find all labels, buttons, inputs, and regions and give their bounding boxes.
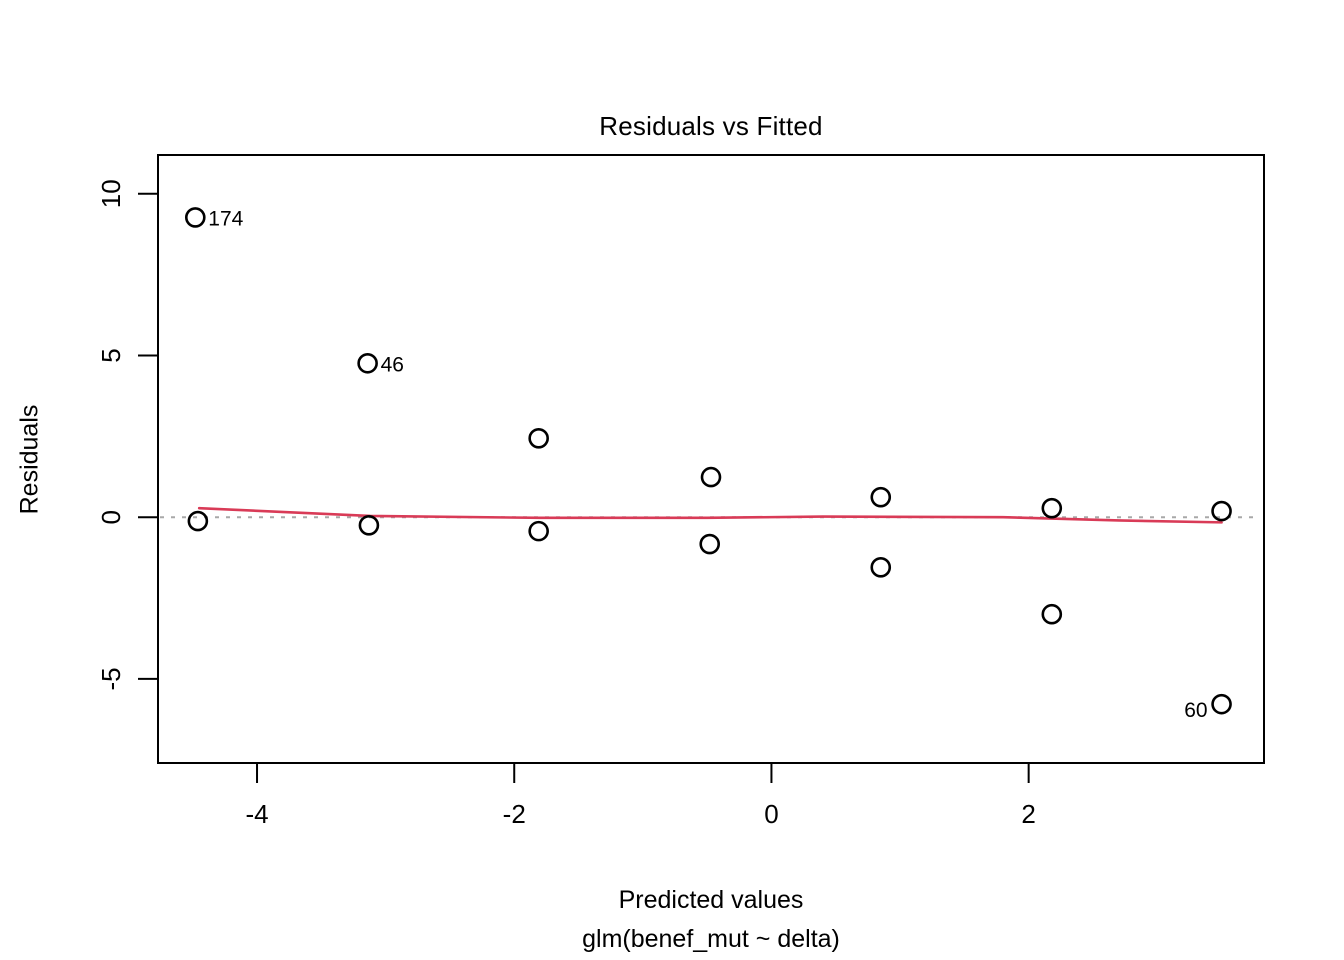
point-label: 174 [208,207,243,230]
loess-smoother-line [197,506,1223,524]
data-point [528,428,549,449]
data-point [184,207,206,228]
y-tick-label: 10 [96,179,126,208]
x-tick-label: -2 [503,799,526,829]
y-axis-title: Residuals [16,310,47,610]
data-point [870,557,892,578]
y-tick-label: -5 [96,667,126,690]
y-tick-label: 5 [96,348,126,362]
data-point [1211,693,1232,715]
data-point [357,352,378,374]
data-point [700,466,722,488]
x-tick-label: -4 [245,799,268,829]
data-point [870,486,892,508]
data-point [187,510,209,532]
plot-border [157,154,1265,764]
data-point [699,533,721,555]
x-tick-label: 2 [1021,799,1035,829]
data-point [528,520,549,542]
data-point [1211,500,1232,522]
data-point [358,514,380,536]
model-formula-label: glm(benef_mut ~ delta) [582,925,840,953]
x-axis-title: Predicted values glm(benef_mut ~ delta) [158,881,1264,959]
x-tick-label: 0 [764,799,778,829]
point-label: 60 [1184,699,1207,722]
point-label: 46 [381,353,404,376]
data-point [1041,603,1063,625]
data-point [1041,497,1063,519]
chart-title: Residuals vs Fitted [599,111,823,141]
y-axis-label: Residuals [15,404,44,515]
x-axis-label: Predicted values [618,886,804,914]
y-tick-label: 0 [96,510,126,524]
